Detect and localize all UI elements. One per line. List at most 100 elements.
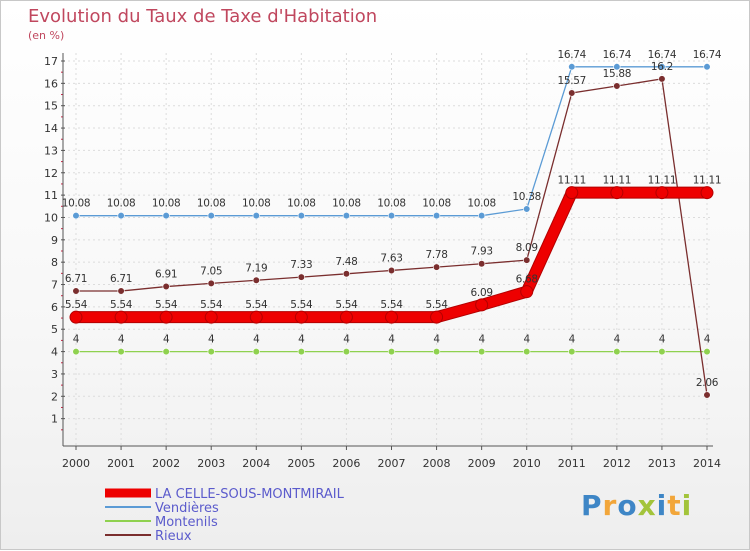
y-tick-label: 9 xyxy=(51,234,58,247)
x-tick-label: 2001 xyxy=(107,457,135,470)
logo-letter: i xyxy=(656,489,668,522)
data-point xyxy=(252,212,260,220)
data-label: 4 xyxy=(298,334,305,346)
data-label: 16.74 xyxy=(603,49,632,61)
data-label: 7.19 xyxy=(245,262,267,274)
data-point xyxy=(117,287,125,295)
data-point xyxy=(703,347,711,356)
data-label: 10.08 xyxy=(242,198,271,210)
proxiti-logo: Proxiti xyxy=(581,489,692,522)
data-point xyxy=(655,186,669,200)
data-point xyxy=(72,347,80,356)
legend-label: Vendières xyxy=(155,501,219,516)
x-tick-label: 2004 xyxy=(242,457,270,470)
data-point xyxy=(658,63,666,71)
data-point xyxy=(387,347,396,356)
data-point xyxy=(387,266,396,275)
x-tick-label: 2008 xyxy=(423,457,451,470)
data-label: 6.68 xyxy=(516,274,538,286)
series-rieux: 6.71 6.71 6.91 7.05 7.19 7.33 7.48 7.63 7.78 7.93… xyxy=(65,61,719,399)
data-label: 5.54 xyxy=(245,299,268,311)
data-point xyxy=(613,82,621,90)
data-point xyxy=(297,273,305,281)
data-label: 4 xyxy=(569,334,576,346)
data-label: 11.11 xyxy=(603,175,632,187)
data-point xyxy=(297,347,305,356)
data-label: 4 xyxy=(118,334,125,346)
data-point xyxy=(207,279,215,288)
y-tick-label: 13 xyxy=(44,144,58,157)
data-label: 7.33 xyxy=(290,259,312,271)
data-label: 11.11 xyxy=(558,175,587,187)
data-point xyxy=(387,212,396,220)
data-label: 10.08 xyxy=(287,198,316,210)
data-label: 4 xyxy=(704,334,711,346)
data-label: 4 xyxy=(659,334,666,346)
y-tick-label: 6 xyxy=(51,301,58,314)
x-tick-label: 2000 xyxy=(62,457,90,470)
data-label: 4 xyxy=(524,334,531,346)
data-label: 10.08 xyxy=(467,198,496,210)
data-point xyxy=(72,212,80,220)
data-point xyxy=(342,270,351,278)
data-label: 5.54 xyxy=(335,299,358,311)
data-label: 15.57 xyxy=(558,75,587,87)
data-point xyxy=(339,310,353,324)
data-point xyxy=(703,391,711,399)
y-tick-label: 16 xyxy=(44,77,58,90)
data-label: 7.93 xyxy=(471,246,493,258)
data-point xyxy=(568,347,576,356)
data-point xyxy=(252,347,260,356)
data-point xyxy=(69,310,83,324)
y-tick-label: 15 xyxy=(44,100,58,113)
logo-letter: P xyxy=(581,489,603,522)
y-tick-label: 12 xyxy=(44,167,58,180)
data-label: 15.88 xyxy=(603,68,632,80)
data-label: 6.91 xyxy=(155,269,177,281)
y-tick-label: 8 xyxy=(51,256,58,269)
x-tick-label: 2007 xyxy=(378,457,406,470)
x-tick-label: 2009 xyxy=(468,457,496,470)
data-point xyxy=(342,212,351,220)
data-label: 16.74 xyxy=(648,49,677,61)
legend-label: LA CELLE-SOUS-MONTMIRAIL xyxy=(155,487,345,502)
data-label: 5.54 xyxy=(65,299,88,311)
data-label: 10.08 xyxy=(422,198,451,210)
data-point xyxy=(159,310,173,324)
data-label: 7.48 xyxy=(335,256,357,268)
data-label: 7.78 xyxy=(425,249,447,261)
data-point xyxy=(700,186,714,200)
series-line xyxy=(76,78,708,396)
data-point xyxy=(520,285,534,299)
y-tick-label: 7 xyxy=(51,279,58,292)
logo-letter: o xyxy=(617,489,638,522)
data-point xyxy=(523,205,531,213)
data-label: 5.54 xyxy=(425,299,448,311)
data-point xyxy=(117,212,125,220)
data-label: 5.54 xyxy=(155,299,178,311)
y-tick-label: 4 xyxy=(51,346,58,359)
chart-unit-label: (en %) xyxy=(28,29,65,42)
data-label: 16.74 xyxy=(693,49,722,61)
data-point xyxy=(430,310,444,324)
data-point xyxy=(342,347,351,356)
data-label: 10.38 xyxy=(512,191,541,203)
data-point xyxy=(294,310,308,324)
data-label: 11.11 xyxy=(648,175,677,187)
legend-label: Rieux xyxy=(155,529,192,544)
data-point xyxy=(475,298,489,312)
data-label: 2.06 xyxy=(696,377,719,389)
y-tick-label: 2 xyxy=(51,390,58,403)
data-label: 10.08 xyxy=(62,198,91,210)
data-point xyxy=(658,75,666,83)
y-tick-label: 10 xyxy=(44,211,58,224)
data-point xyxy=(565,186,579,200)
data-label: 5.54 xyxy=(380,299,403,311)
data-point xyxy=(252,276,260,284)
y-tick-label: 17 xyxy=(44,55,58,68)
data-point xyxy=(523,347,531,356)
data-point xyxy=(432,212,441,220)
data-label: 5.54 xyxy=(110,299,133,311)
logo-letter: x xyxy=(637,489,657,522)
